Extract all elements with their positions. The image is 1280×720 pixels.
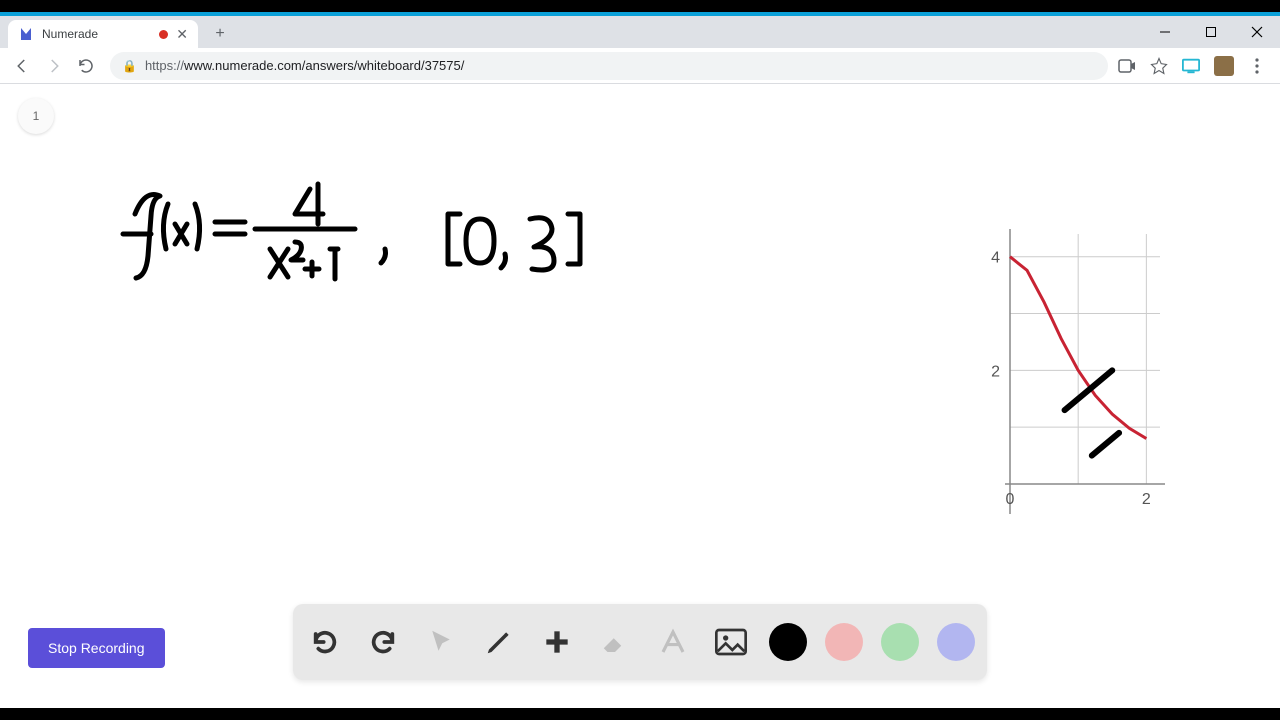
whiteboard-canvas[interactable]: 1	[0, 84, 1280, 696]
reload-button[interactable]	[72, 52, 100, 80]
url-protocol: https://	[145, 58, 184, 73]
new-tab-button[interactable]: +	[206, 20, 234, 48]
tab-close-icon[interactable]: ✕	[176, 27, 188, 41]
back-button[interactable]	[8, 52, 36, 80]
camera-icon[interactable]	[1118, 57, 1136, 75]
color-swatch[interactable]	[825, 623, 863, 661]
tab-strip: Numerade ✕ +	[0, 16, 1280, 48]
browser-chrome: Numerade ✕ + 🔒 https://www.numerade.com/…	[0, 16, 1280, 84]
browser-tab[interactable]: Numerade ✕	[8, 20, 198, 48]
whiteboard-toolbar	[293, 604, 987, 680]
maximize-button[interactable]	[1188, 16, 1234, 48]
menu-icon[interactable]	[1248, 57, 1266, 75]
svg-text:0: 0	[1006, 491, 1015, 508]
url-text: www.numerade.com/answers/whiteboard/3757…	[184, 58, 464, 73]
image-tool[interactable]	[711, 622, 751, 662]
window-controls	[1142, 16, 1280, 48]
profile-avatar[interactable]	[1214, 56, 1234, 76]
recording-indicator-icon	[159, 30, 168, 39]
text-tool[interactable]	[653, 622, 693, 662]
color-swatch[interactable]	[881, 623, 919, 661]
url-input[interactable]: 🔒 https://www.numerade.com/answers/white…	[110, 52, 1108, 80]
color-swatch[interactable]	[769, 623, 807, 661]
stop-recording-button[interactable]: Stop Recording	[28, 628, 165, 668]
letterbox-top	[0, 0, 1280, 12]
numerade-favicon-icon	[18, 26, 34, 42]
redo-button[interactable]	[363, 622, 403, 662]
address-bar: 🔒 https://www.numerade.com/answers/white…	[0, 48, 1280, 84]
lock-icon: 🔒	[122, 59, 137, 73]
pointer-tool[interactable]	[421, 622, 461, 662]
forward-button[interactable]	[40, 52, 68, 80]
svg-text:2: 2	[991, 363, 1000, 380]
letterbox-bottom	[0, 708, 1280, 720]
minimize-button[interactable]	[1142, 16, 1188, 48]
svg-text:2: 2	[1142, 491, 1151, 508]
close-window-button[interactable]	[1234, 16, 1280, 48]
color-swatches	[769, 623, 975, 661]
add-tool[interactable]	[537, 622, 577, 662]
tab-title: Numerade	[42, 27, 98, 41]
cast-screen-icon[interactable]	[1182, 57, 1200, 75]
function-graph: 0 2 2 4	[970, 224, 1170, 544]
color-swatch[interactable]	[937, 623, 975, 661]
eraser-tool[interactable]	[595, 622, 635, 662]
star-icon[interactable]	[1150, 57, 1168, 75]
svg-text:4: 4	[991, 250, 1000, 267]
undo-button[interactable]	[305, 622, 345, 662]
addr-right-icons	[1118, 56, 1272, 76]
pencil-tool[interactable]	[479, 622, 519, 662]
